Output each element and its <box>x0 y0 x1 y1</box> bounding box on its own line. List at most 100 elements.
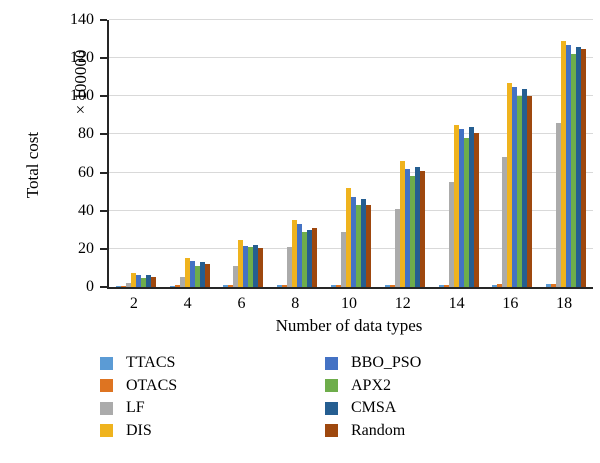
bar-Random-2 <box>150 277 156 287</box>
y-tick-mark-60 <box>100 171 107 174</box>
bar-LF-10 <box>341 231 347 287</box>
bar-CMSA-2 <box>145 275 151 287</box>
bar-group-6 <box>217 20 271 287</box>
legend-label-OTACS: OTACS <box>126 376 178 394</box>
y-tick-label-40: 40 <box>78 201 94 219</box>
bar-CMSA-14 <box>468 126 474 287</box>
bar-APX2-2 <box>140 277 146 287</box>
legend-column-1: TTACS OTACS LF DIS <box>100 352 325 442</box>
gridline-100 <box>109 95 593 97</box>
legend-swatch-TTACS <box>100 356 113 370</box>
y-tick-mark-140 <box>100 19 107 21</box>
legend-label-BBO_PSO: BBO_PSO <box>351 354 422 372</box>
x-tick-label-12: 12 <box>394 295 411 312</box>
bar-OTACS-18 <box>551 284 557 287</box>
legend-label-DIS: DIS <box>126 421 152 439</box>
bar-TTACS-6 <box>223 285 229 287</box>
y-axis-tick-labels: 0 20 40 60 80 100 120 140 <box>0 11 107 295</box>
y-tick-label-60: 60 <box>78 163 94 181</box>
y-tick-mark-0 <box>100 286 107 288</box>
bar-APX2-18 <box>571 54 577 287</box>
bar-DIS-10 <box>346 187 352 287</box>
bar-OTACS-16 <box>497 284 503 287</box>
bar-Random-8 <box>312 227 318 287</box>
bar-TTACS-4 <box>169 285 175 287</box>
legend-column-2: BBO_PSO APX2 CMSA Random <box>325 352 550 442</box>
legend-item-BBO_PSO: BBO_PSO <box>325 352 550 375</box>
bar-DIS-14 <box>453 124 459 287</box>
bar-group-12 <box>378 20 432 287</box>
y-tick-label-100: 100 <box>70 87 94 105</box>
bar-TTACS-16 <box>492 284 498 287</box>
legend-item-Random: Random <box>325 420 550 443</box>
bar-LF-18 <box>556 123 562 287</box>
legend-item-LF: LF <box>100 397 325 420</box>
bar-BBO_PSO-4 <box>189 261 195 287</box>
bar-APX2-14 <box>463 138 469 287</box>
legend-swatch-Random <box>325 424 338 438</box>
gridline-140 <box>109 19 593 20</box>
bar-DIS-18 <box>561 40 567 287</box>
bar-DIS-8 <box>292 220 298 287</box>
x-tick-label-4: 4 <box>183 295 192 312</box>
x-tick-label-14: 14 <box>448 295 465 312</box>
y-tick-label-80: 80 <box>78 125 94 143</box>
bar-CMSA-18 <box>576 46 582 287</box>
bar-APX2-8 <box>302 231 308 287</box>
bar-group-8 <box>270 20 324 287</box>
bar-APX2-6 <box>248 246 254 287</box>
bar-OTACS-14 <box>443 284 449 287</box>
bar-TTACS-2 <box>115 285 121 287</box>
y-tick-label-0: 0 <box>86 278 94 295</box>
y-tick-mark-80 <box>100 133 107 136</box>
legend-item-TTACS: TTACS <box>100 352 325 375</box>
x-axis-title: Number of data types <box>275 316 423 335</box>
gridline-120 <box>109 57 593 59</box>
bar-group-10 <box>324 20 378 287</box>
bar-LF-14 <box>448 182 454 287</box>
legend-swatch-OTACS <box>100 379 113 393</box>
legend-label-CMSA: CMSA <box>351 399 397 417</box>
bar-Random-12 <box>419 170 425 287</box>
plot-area <box>107 19 593 289</box>
bar-BBO_PSO-10 <box>351 197 357 287</box>
bar-TTACS-10 <box>331 285 337 287</box>
bar-OTACS-12 <box>389 284 395 287</box>
legend-label-Random: Random <box>351 421 406 439</box>
x-tick-label-8: 8 <box>291 295 300 312</box>
bar-BBO_PSO-12 <box>404 168 410 287</box>
bar-BBO_PSO-8 <box>297 224 303 287</box>
legend-swatch-CMSA <box>325 401 338 415</box>
bar-group-18 <box>539 20 593 287</box>
legend-swatch-LF <box>100 401 113 415</box>
y-tick-label-140: 140 <box>70 11 94 28</box>
bar-APX2-16 <box>517 96 523 287</box>
legend-swatch-DIS <box>100 424 113 438</box>
bar-Random-14 <box>473 132 479 287</box>
legend-label-TTACS: TTACS <box>126 354 176 372</box>
legend-item-APX2: APX2 <box>325 375 550 398</box>
bar-LF-16 <box>502 157 508 287</box>
y-tick-mark-100 <box>100 95 107 98</box>
legend-item-DIS: DIS <box>100 420 325 443</box>
bar-Random-6 <box>258 247 264 287</box>
gridline-60 <box>109 171 593 173</box>
bar-OTACS-4 <box>174 285 180 287</box>
x-axis-tick-labels: 2 4 6 8 10 12 14 16 18 <box>107 295 591 313</box>
gridline-80 <box>109 133 593 135</box>
bar-BBO_PSO-16 <box>512 86 518 287</box>
bar-group-16 <box>485 20 539 287</box>
bar-DIS-6 <box>238 240 244 287</box>
bar-Random-18 <box>581 48 587 287</box>
legend-item-OTACS: OTACS <box>100 375 325 398</box>
legend-swatch-APX2 <box>325 379 338 393</box>
bar-BBO_PSO-18 <box>566 44 572 287</box>
bar-group-2 <box>109 20 163 287</box>
legend-swatch-BBO_PSO <box>325 356 338 370</box>
bar-LF-2 <box>125 283 131 287</box>
bar-DIS-4 <box>184 258 190 287</box>
y-tick-label-120: 120 <box>70 49 94 67</box>
bar-APX2-4 <box>194 266 200 287</box>
x-tick-label-10: 10 <box>341 295 358 312</box>
